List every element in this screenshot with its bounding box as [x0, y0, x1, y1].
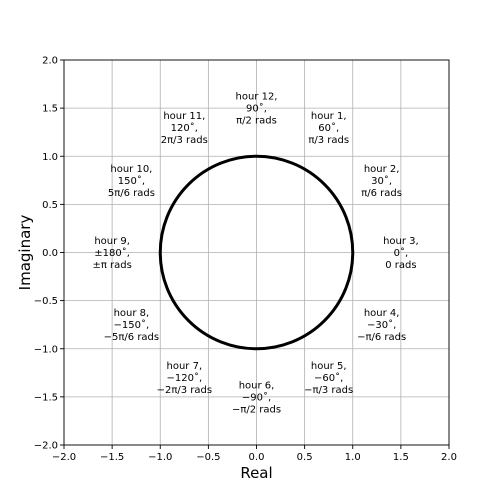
hour-annotation: hour 11,120˚,2π/3 rads [161, 111, 208, 146]
x-tick-label: −1.5 [100, 452, 124, 463]
hour-annotation-line: −30˚, [367, 319, 396, 331]
hour-annotation-line: 0˚, [394, 247, 409, 259]
x-tick-label: 2.0 [441, 452, 457, 463]
hour-annotation-line: hour 8, [114, 308, 150, 319]
y-tick-label: −0.5 [34, 296, 58, 307]
x-axis-label: Real [240, 464, 272, 482]
axis-ticks [60, 59, 450, 449]
hour-annotation-line: hour 1, [311, 111, 347, 122]
y-tick-label: 1.5 [42, 104, 58, 115]
y-tick-label: 0.5 [42, 200, 58, 211]
hour-annotation: hour 12,90˚,π/2 rads [236, 92, 278, 127]
hour-annotation-line: hour 12, [236, 92, 278, 103]
x-tick-label: −0.5 [196, 452, 220, 463]
hour-annotation-line: ±180˚, [94, 247, 130, 259]
hour-annotation-line: 120˚, [171, 122, 198, 134]
y-axis-label: Imaginary [16, 215, 34, 291]
hour-annotation-line: −2π/3 rads [157, 385, 212, 396]
hour-annotation: hour 10,150˚,5π/6 rads [108, 164, 155, 199]
hour-annotation-line: 60˚, [318, 122, 339, 134]
hour-annotation: hour 3,0˚,0 rads [383, 236, 419, 271]
hour-annotation-line: 150˚, [118, 175, 145, 187]
hour-annotation: hour 1,60˚,π/3 rads [308, 111, 349, 146]
hour-annotation-line: π/3 rads [308, 135, 349, 146]
hour-annotation-line: 90˚, [246, 103, 267, 115]
series-layer [158, 154, 355, 351]
y-tick-label: −1.5 [34, 392, 58, 403]
x-tick-label: −2.0 [52, 452, 76, 463]
hour-annotation-line: π/2 rads [236, 116, 277, 127]
hour-annotations: hour 12,90˚,π/2 rads hour 1,60˚,π/3 radsh… [92, 92, 418, 416]
hour-annotation-line: hour 11, [163, 111, 205, 122]
y-tick-label: 1.0 [42, 152, 58, 163]
y-tick-label: −1.0 [34, 344, 58, 355]
hour-annotation-line: π/6 rads [361, 188, 402, 199]
hour-annotation-line: −π/3 rads [304, 385, 353, 396]
hour-annotation: hour 5,−60˚,−π/3 rads [304, 361, 353, 396]
x-tick-label: 0.0 [249, 452, 265, 463]
hour-annotation-line: 0 rads [385, 260, 416, 271]
hour-annotation-line: 30˚, [371, 175, 392, 187]
hour-annotation-line: hour 5, [311, 361, 347, 372]
hour-annotation-line: ±π rads [92, 260, 131, 271]
hour-annotation-line: 5π/6 rads [108, 188, 155, 199]
hour-annotation-line: hour 2, [364, 164, 400, 175]
hour-annotation-line: hour 10, [110, 164, 152, 175]
hour-annotation: hour 7,−120˚,−2π/3 rads [157, 361, 212, 396]
x-tick-label: 1.0 [345, 452, 361, 463]
x-tick-label: 0.5 [297, 452, 313, 463]
hour-annotation-line: −π/6 rads [357, 332, 406, 343]
hour-annotation-line: −150˚, [114, 319, 150, 331]
hour-annotation-line: hour 7, [167, 361, 203, 372]
hour-annotation-line: −120˚, [166, 372, 202, 384]
hour-annotation-line: −90˚, [242, 391, 271, 403]
hour-annotation-line: −60˚, [314, 372, 343, 384]
hour-annotation-line: 2π/3 rads [161, 135, 208, 146]
y-tick-label: 0.0 [42, 248, 58, 259]
hour-annotation: hour 9,±180˚,±π rads [92, 236, 131, 271]
plot-frame [63, 59, 450, 446]
hour-annotation-line: −5π/6 rads [104, 332, 159, 343]
x-tick-label: −1.0 [148, 452, 172, 463]
hour-annotation: hour 8,−150˚,−5π/6 rads [104, 308, 159, 343]
y-tick-label: −2.0 [34, 441, 58, 452]
axis-tick-labels: −2.0 −1.5 −1.0 −0.5 0.0 0.5 1.0 1.5 2.0 −2.0 −1.5 −… [34, 56, 457, 464]
hour-annotation-line: hour 9, [94, 236, 130, 247]
y-tick-label: 2.0 [42, 56, 58, 67]
hour-annotation: hour 2,30˚,π/6 rads [361, 164, 402, 199]
unit-circle [158, 154, 355, 351]
hour-annotation-line: hour 6, [239, 380, 275, 391]
hour-annotation: hour 6,−90˚,−π/2 rads [232, 380, 281, 415]
hour-annotation-line: hour 3, [383, 236, 419, 247]
hour-annotation-line: hour 4, [364, 308, 400, 319]
x-tick-label: 1.5 [393, 452, 409, 463]
hour-annotation: hour 4,−30˚,−π/6 rads [357, 308, 406, 343]
hour-annotation-line: −π/2 rads [232, 404, 281, 415]
